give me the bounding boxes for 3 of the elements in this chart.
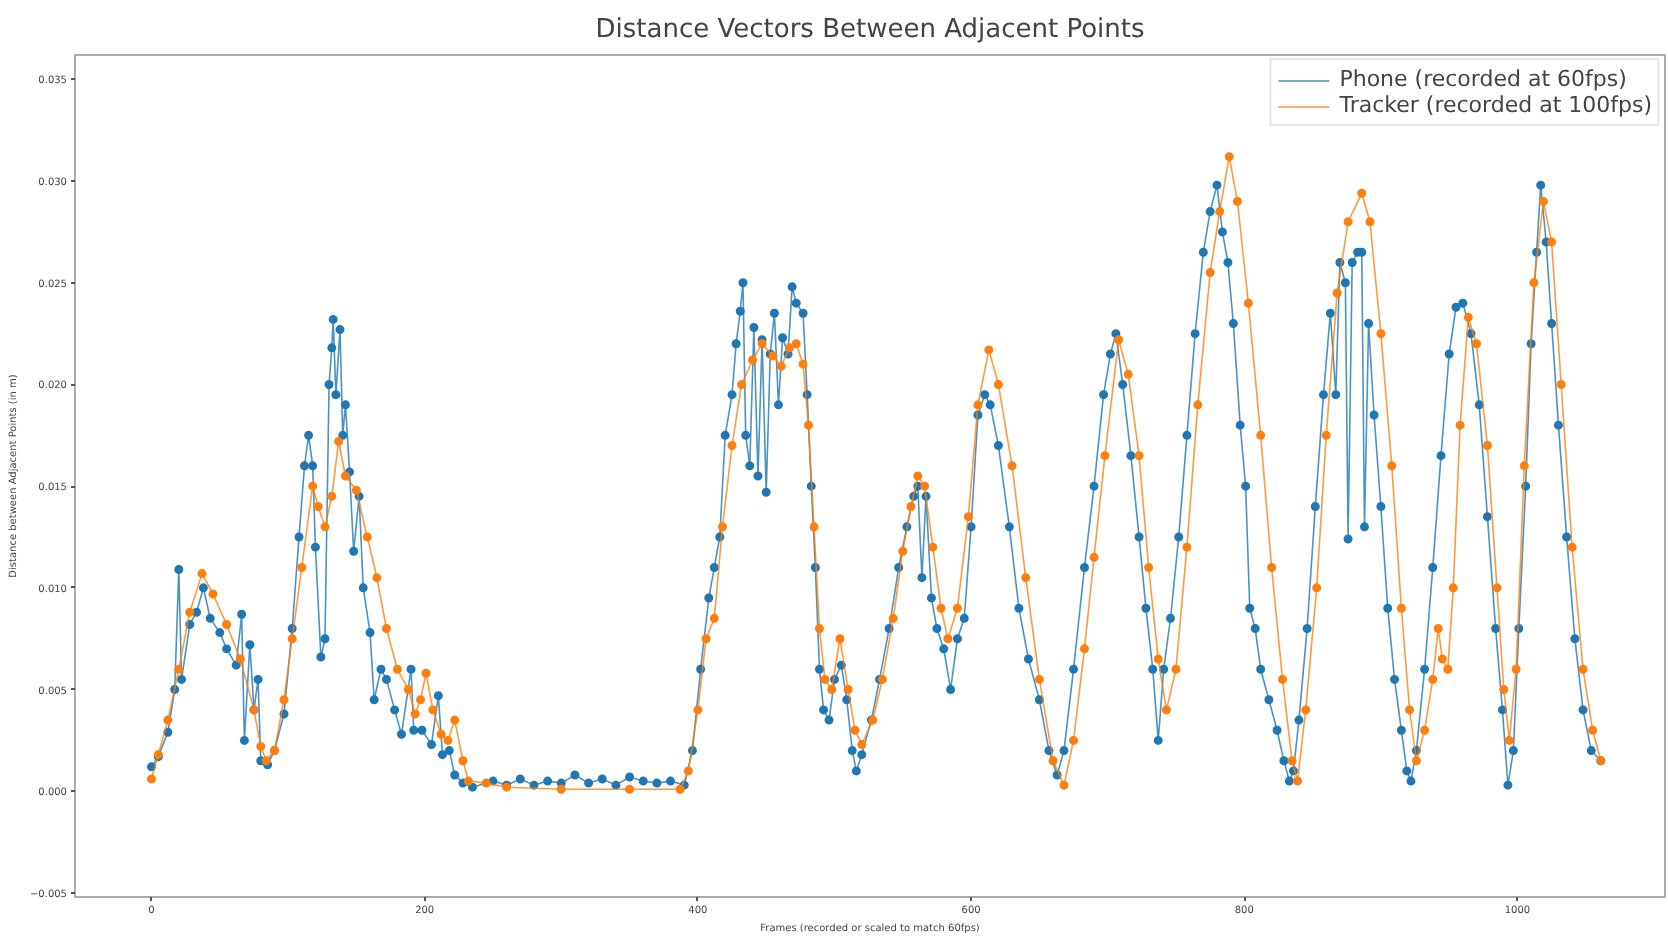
legend-label: Tracker (recorded at 100fps) [1339, 92, 1652, 118]
legend-label: Phone (recorded at 60fps) [1339, 66, 1627, 92]
chart-title: Distance Vectors Between Adjacent Points [595, 15, 1145, 45]
